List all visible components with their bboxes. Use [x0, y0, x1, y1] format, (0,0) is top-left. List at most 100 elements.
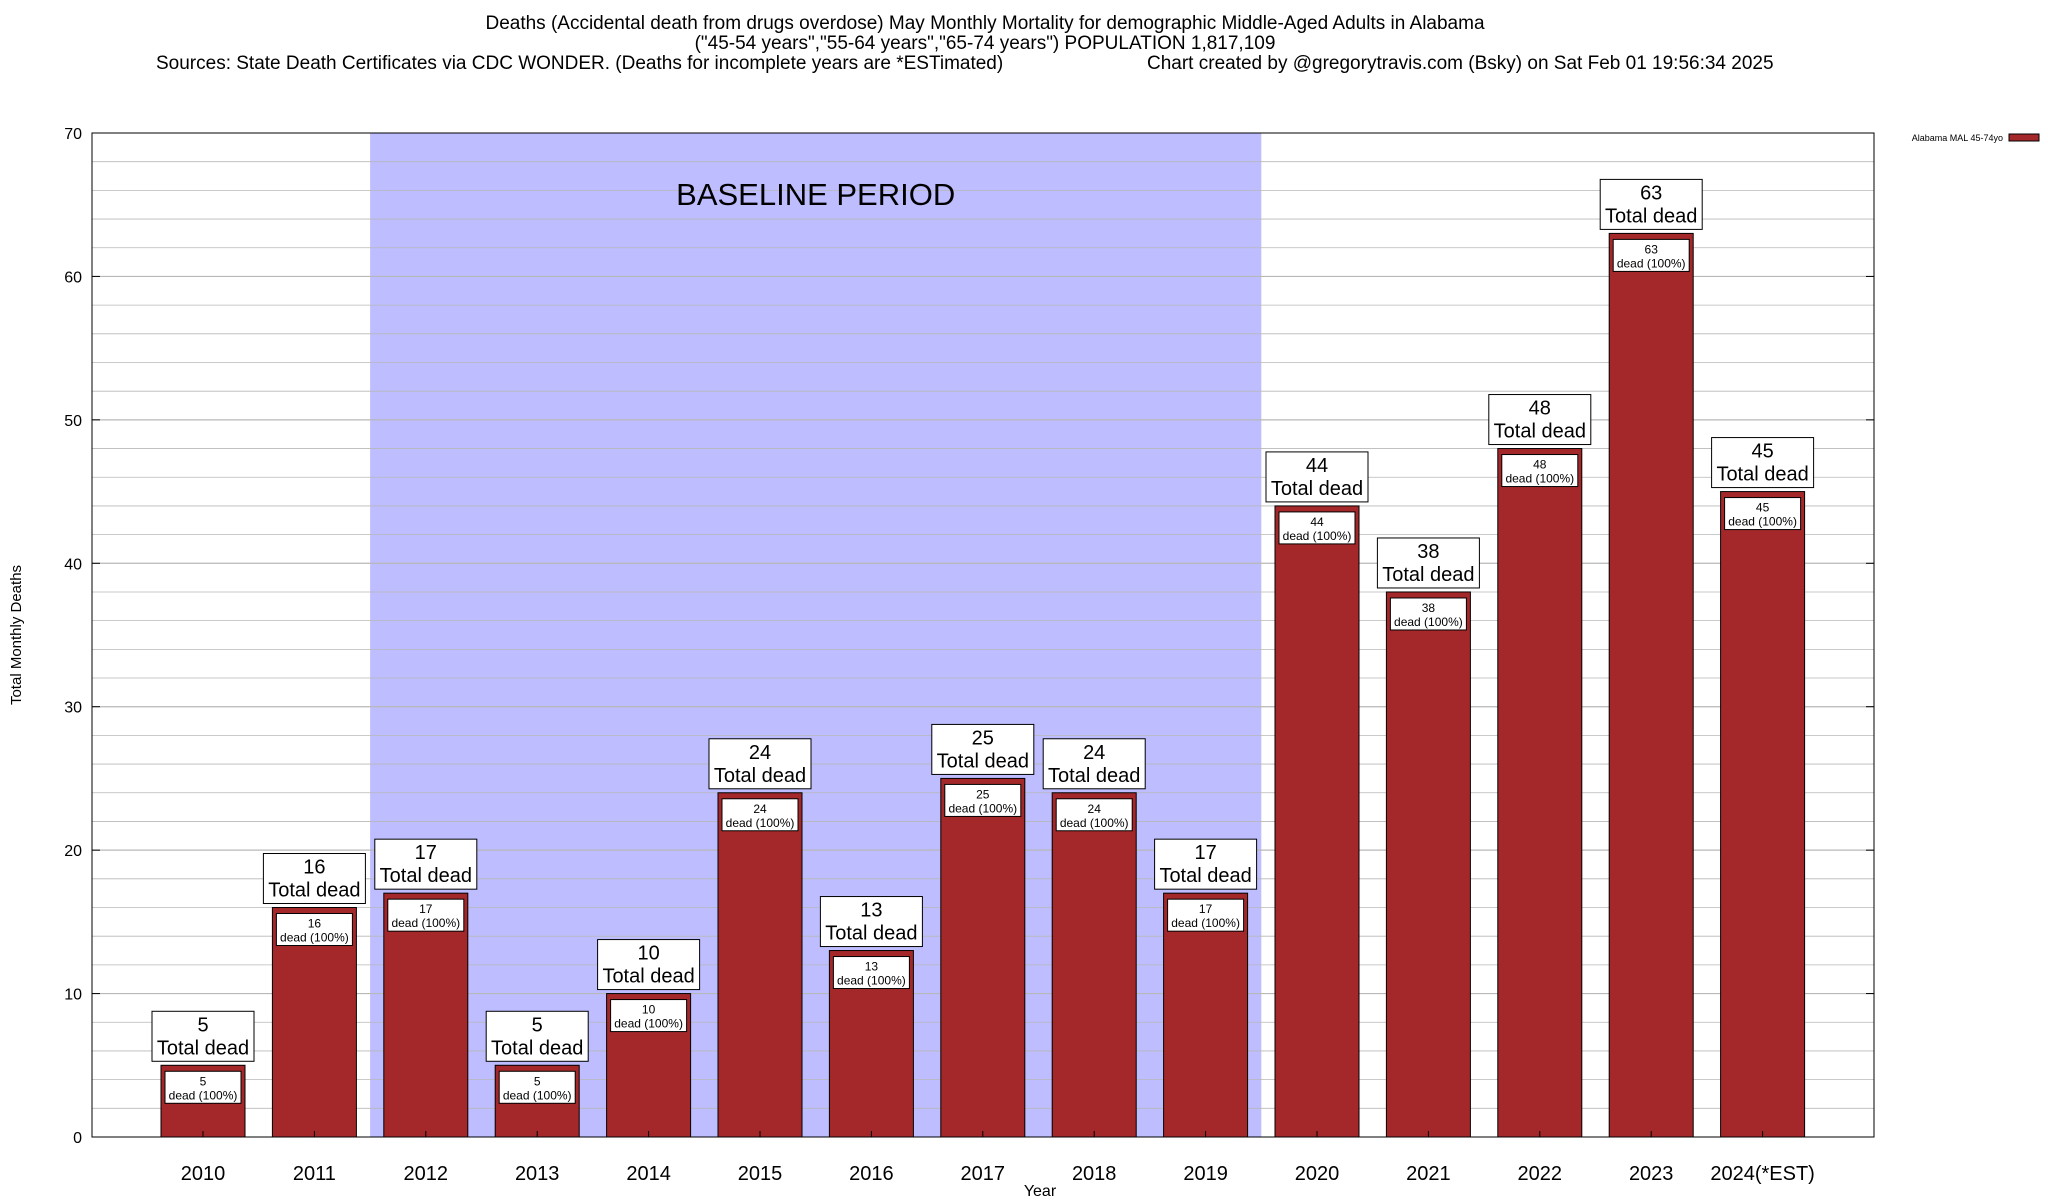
x-tick-label: 2014 [626, 1163, 671, 1185]
bar-total-value: 63 [1640, 182, 1662, 204]
bar-total-value: 24 [1083, 742, 1105, 764]
bar-inner-value: 24 [753, 802, 767, 816]
bar-total-value: 44 [1306, 455, 1328, 477]
bar-total-label-box [1711, 437, 1815, 489]
bar-inner-percent: dead (100%) [1171, 916, 1240, 930]
bar [1385, 591, 1471, 1138]
bar-inner-label-box [387, 898, 465, 932]
bar-total-text: Total dead [157, 1037, 249, 1059]
chart-credit: Chart created by @gregorytravis.com (Bsk… [1147, 53, 1774, 74]
bar-inner-label-box [1055, 798, 1133, 832]
bar-total-text: Total dead [1271, 478, 1363, 500]
bar-total-value: 5 [532, 1014, 543, 1036]
x-tick-label: 2021 [1406, 1163, 1451, 1185]
bar-total-label-box [597, 939, 701, 991]
bar-total-text: Total dead [491, 1037, 583, 1059]
y-axis-label: Total Monthly Deaths [8, 565, 25, 705]
bar-inner-percent: dead (100%) [1728, 515, 1797, 529]
x-tick-label: 2010 [181, 1163, 226, 1185]
bar-total-value: 16 [303, 857, 325, 879]
x-tick-label: 2022 [1518, 1163, 1563, 1185]
bar-inner-value: 25 [976, 787, 990, 801]
bar-inner-label-box [944, 783, 1022, 817]
bar-total-text: Total dead [937, 750, 1029, 772]
bar [1163, 892, 1249, 1138]
x-tick-label: 2013 [515, 1163, 560, 1185]
x-tick-label: 2012 [404, 1163, 449, 1185]
bar-inner-label-box [1501, 454, 1579, 488]
bar-total-label-box [1376, 537, 1480, 589]
bar-total-text: Total dead [380, 865, 472, 887]
bar-inner-value: 48 [1533, 458, 1547, 472]
bar-total-value: 5 [197, 1014, 208, 1036]
bar [1497, 448, 1583, 1138]
bar-inner-percent: dead (100%) [614, 1017, 683, 1031]
bar-inner-value: 17 [1199, 902, 1213, 916]
bar [1274, 505, 1360, 1138]
y-tick-label: 40 [64, 556, 82, 573]
bar-total-label-box [374, 838, 478, 890]
bar-inner-label-box [610, 999, 688, 1033]
y-tick-label: 70 [64, 126, 82, 143]
bar-total-text: Total dead [1716, 464, 1808, 486]
bar-total-label-box [1599, 178, 1703, 230]
bar [717, 792, 803, 1138]
x-tick-label: 2015 [738, 1163, 783, 1185]
bar-total-text: Total dead [1159, 865, 1251, 887]
bar-inner-label-box [1389, 597, 1467, 631]
bar-inner-label-box [1724, 497, 1802, 531]
x-tick-label: 2011 [293, 1163, 336, 1185]
bar-inner-label-box [498, 1070, 576, 1104]
legend-label: Alabama MAL 45-74yo [1912, 133, 2003, 143]
y-tick-label: 60 [64, 269, 82, 286]
bar-total-value: 38 [1417, 541, 1439, 563]
bar-inner-percent: dead (100%) [726, 816, 795, 830]
bar-inner-value: 44 [1310, 515, 1324, 529]
bar-total-label-box [151, 1010, 255, 1062]
bar [1051, 792, 1137, 1138]
bar-inner-value: 13 [865, 960, 879, 974]
bar [940, 777, 1026, 1138]
bar-inner-percent: dead (100%) [1505, 472, 1574, 486]
bar-inner-percent: dead (100%) [391, 916, 460, 930]
chart-subtitle: ("45-54 years","55-64 years","65-74 year… [694, 33, 1276, 54]
x-tick-label: 2023 [1629, 1163, 1674, 1185]
bar-total-value: 48 [1529, 398, 1551, 420]
bar-total-text: Total dead [714, 765, 806, 787]
bar-total-value: 24 [749, 742, 771, 764]
bar-inner-percent: dead (100%) [1283, 529, 1352, 543]
bar-inner-percent: dead (100%) [280, 931, 349, 945]
bar-inner-percent: dead (100%) [948, 801, 1017, 815]
bar-inner-value: 17 [419, 902, 433, 916]
bar-inner-value: 45 [1756, 501, 1770, 515]
bar-total-value: 45 [1751, 441, 1773, 463]
bar-total-label-box [1154, 838, 1258, 890]
bar-inner-percent: dead (100%) [1394, 615, 1463, 629]
bar-inner-percent: dead (100%) [503, 1088, 572, 1102]
bar-inner-label-box [1612, 238, 1690, 272]
x-tick-label: 2018 [1072, 1163, 1117, 1185]
bar-total-text: Total dead [1382, 564, 1474, 586]
x-tick-label: 2024(*EST) [1710, 1163, 1815, 1185]
bar-inner-percent: dead (100%) [1060, 816, 1129, 830]
bar-total-text: Total dead [602, 966, 694, 988]
bar-total-label-box [819, 896, 923, 948]
bar-inner-label-box [1278, 511, 1356, 545]
bar-inner-value: 24 [1088, 802, 1102, 816]
bar-inner-label-box [721, 798, 799, 832]
bar-total-text: Total dead [825, 923, 917, 945]
y-tick-label: 50 [64, 413, 82, 430]
bar-inner-label-box [832, 956, 910, 990]
bar-inner-value: 63 [1645, 242, 1659, 256]
y-tick-label: 10 [64, 987, 82, 1004]
chart-title: Deaths (Accidental death from drugs over… [485, 13, 1485, 34]
bar-total-text: Total dead [1605, 205, 1697, 227]
x-tick-label: 2020 [1295, 1163, 1340, 1185]
bar-inner-percent: dead (100%) [1617, 256, 1686, 270]
bar-total-text: Total dead [1494, 421, 1586, 443]
baseline-period-label: BASELINE PERIOD [676, 177, 955, 212]
bar-total-label-box [1265, 451, 1369, 503]
bar-inner-value: 10 [642, 1003, 656, 1017]
bar-total-label-box [262, 853, 366, 905]
